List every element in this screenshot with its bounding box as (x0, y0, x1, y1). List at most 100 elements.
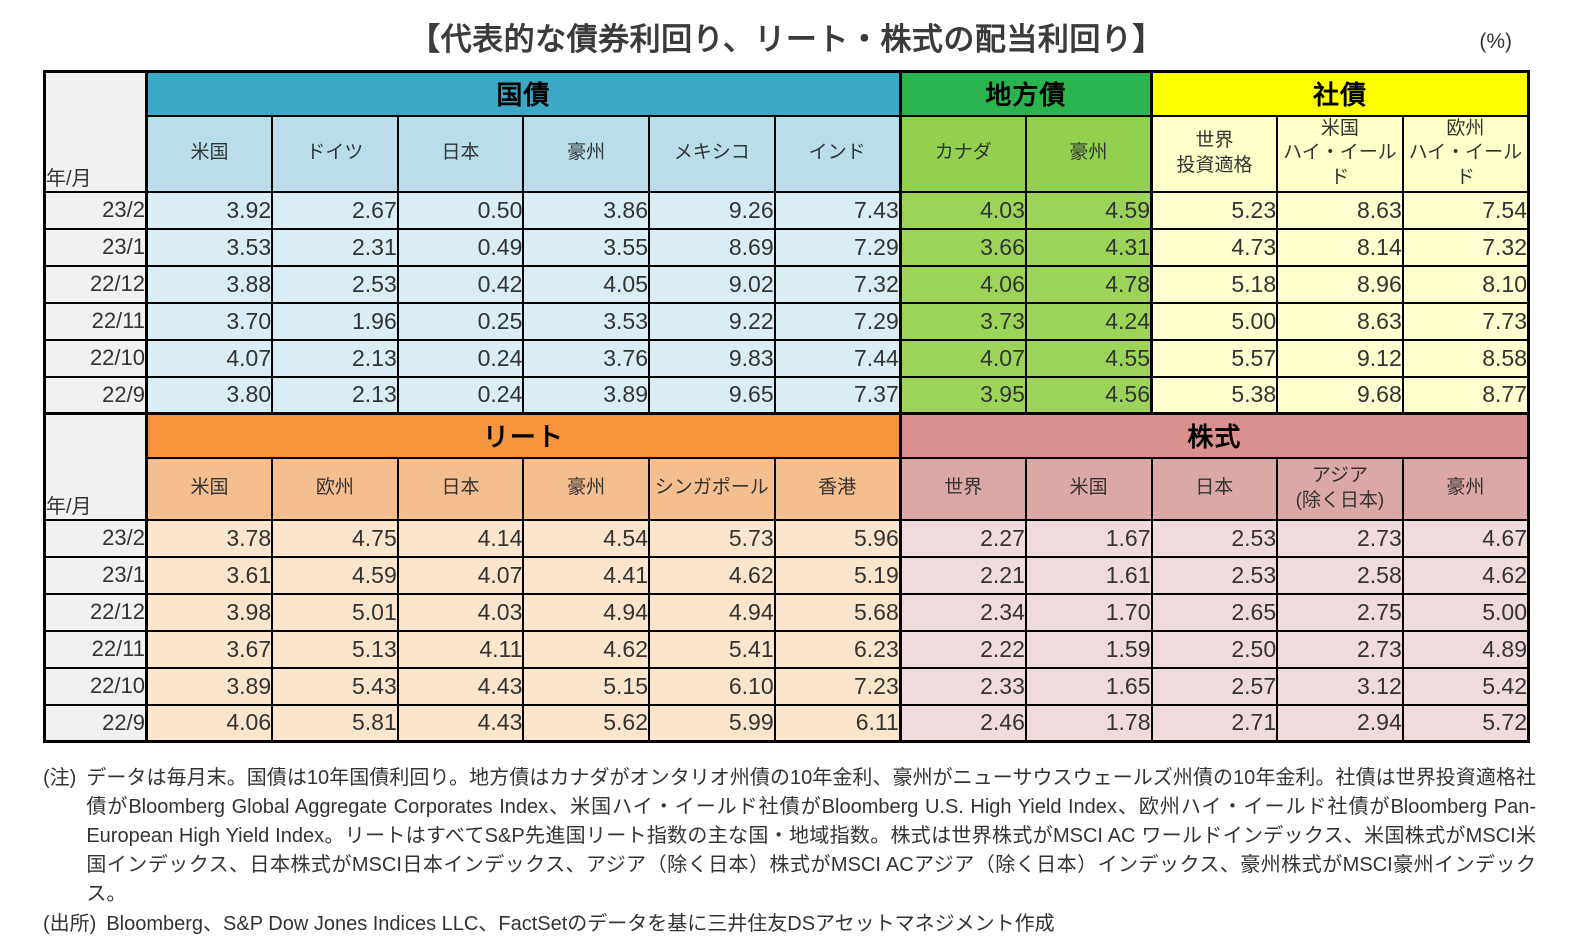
value-cell-reit: 5.15 (522, 666, 650, 706)
value-cell-government-bonds: 2.31 (271, 227, 399, 267)
value-cell-corporate-bonds: 8.96 (1276, 264, 1404, 304)
value-cell-reit: 6.11 (773, 703, 902, 743)
value-cell-government-bonds: 9.83 (648, 338, 776, 378)
column-header-reit: シンガポール (648, 456, 776, 521)
value-cell-corporate-bonds: 7.54 (1401, 190, 1530, 230)
value-cell-stocks: 1.67 (1024, 518, 1153, 558)
section-header-reit: リート (145, 412, 902, 459)
year-cell: 23/2 (43, 190, 148, 230)
value-cell-government-bonds: 1.96 (271, 301, 399, 341)
value-cell-reit: 3.67 (145, 629, 274, 669)
bond-yield-table: 年/月 国債 地方債 社債 米国 ドイツ 日本 豪州 メキシコ インド カナダ 豪州 世界 投資適格 米国… (43, 70, 1530, 416)
value-cell-reit: 4.94 (522, 592, 650, 632)
value-cell-government-bonds: 9.22 (648, 301, 776, 341)
column-header-government-bonds: 豪州 (522, 114, 650, 193)
value-cell-corporate-bonds: 8.10 (1401, 264, 1530, 304)
source-text: (出所) Bloomberg、S&P Dow Jones Indices LLC… (43, 910, 1536, 939)
value-cell-stocks: 4.62 (1401, 555, 1530, 595)
column-header-reit: 香港 (773, 456, 902, 521)
value-cell-government-bonds: 3.55 (522, 227, 650, 267)
year-cell: 22/11 (43, 301, 148, 341)
column-header-government-bonds: インド (773, 114, 902, 193)
value-cell-reit: 4.94 (648, 592, 776, 632)
value-cell-reit: 4.14 (396, 518, 525, 558)
value-cell-government-bonds: 7.44 (773, 338, 902, 378)
value-cell-government-bonds: 4.05 (522, 264, 650, 304)
value-cell-government-bonds: 3.86 (522, 190, 650, 230)
value-cell-corporate-bonds: 4.73 (1150, 227, 1279, 267)
column-header-reit: 米国 (145, 456, 274, 521)
year-cell: 22/11 (43, 629, 148, 669)
value-cell-stocks: 4.67 (1401, 518, 1530, 558)
value-cell-municipal-bonds: 3.95 (898, 375, 1027, 415)
column-header-municipal-bonds: 豪州 (1024, 114, 1153, 193)
value-cell-stocks: 2.65 (1150, 592, 1279, 632)
value-cell-corporate-bonds: 7.73 (1401, 301, 1530, 341)
value-cell-stocks: 2.33 (898, 666, 1027, 706)
value-cell-stocks: 2.53 (1150, 555, 1279, 595)
value-cell-reit: 3.89 (145, 666, 274, 706)
value-cell-corporate-bonds: 5.38 (1150, 375, 1279, 415)
column-header-reit: 日本 (396, 456, 525, 521)
value-cell-government-bonds: 2.67 (271, 190, 399, 230)
value-cell-reit: 5.73 (648, 518, 776, 558)
value-cell-government-bonds: 0.50 (396, 190, 525, 230)
value-cell-government-bonds: 2.13 (271, 338, 399, 378)
value-cell-municipal-bonds: 4.59 (1024, 190, 1153, 230)
value-cell-government-bonds: 3.76 (522, 338, 650, 378)
year-cell: 22/9 (43, 703, 148, 743)
year-cell: 22/12 (43, 592, 148, 632)
value-cell-corporate-bonds: 9.12 (1276, 338, 1404, 378)
value-cell-corporate-bonds: 8.14 (1276, 227, 1404, 267)
column-header-corporate-bonds: 米国 ハイ・イールド (1276, 114, 1404, 193)
value-cell-stocks: 2.50 (1150, 629, 1279, 669)
value-cell-reit: 3.98 (145, 592, 274, 632)
value-cell-government-bonds: 7.43 (773, 190, 902, 230)
value-cell-reit: 4.43 (396, 666, 525, 706)
year-month-label: 年/月 (43, 70, 148, 193)
value-cell-government-bonds: 9.26 (648, 190, 776, 230)
column-header-government-bonds: 日本 (396, 114, 525, 193)
value-cell-municipal-bonds: 3.66 (898, 227, 1027, 267)
value-cell-corporate-bonds: 7.32 (1401, 227, 1530, 267)
section-header-government-bonds: 国債 (145, 70, 902, 117)
column-header-government-bonds: メキシコ (648, 114, 776, 193)
value-cell-reit: 4.06 (145, 703, 274, 743)
value-cell-reit: 5.41 (648, 629, 776, 669)
footnotes: (注) データは毎月末。国債は10年国債利回り。地方債はカナダがオンタリオ州債の… (43, 764, 1536, 939)
column-header-reit: 豪州 (522, 456, 650, 521)
value-cell-government-bonds: 0.25 (396, 301, 525, 341)
value-cell-municipal-bonds: 4.06 (898, 264, 1027, 304)
value-cell-stocks: 2.53 (1150, 518, 1279, 558)
section-header-corporate-bonds: 社債 (1150, 70, 1530, 117)
value-cell-corporate-bonds: 5.00 (1150, 301, 1279, 341)
value-cell-reit: 4.11 (396, 629, 525, 669)
column-header-corporate-bonds: 世界 投資適格 (1150, 114, 1279, 193)
value-cell-government-bonds: 0.49 (396, 227, 525, 267)
value-cell-government-bonds: 3.80 (145, 375, 274, 415)
value-cell-reit: 5.13 (271, 629, 399, 669)
year-month-label: 年/月 (43, 412, 148, 521)
column-header-stocks: 日本 (1150, 456, 1279, 521)
section-header-stocks: 株式 (898, 412, 1530, 459)
value-cell-corporate-bonds: 8.63 (1276, 190, 1404, 230)
year-cell: 23/2 (43, 518, 148, 558)
value-cell-reit: 5.19 (773, 555, 902, 595)
value-cell-stocks: 2.22 (898, 629, 1027, 669)
value-cell-corporate-bonds: 5.18 (1150, 264, 1279, 304)
value-cell-government-bonds: 0.24 (396, 338, 525, 378)
value-cell-government-bonds: 8.69 (648, 227, 776, 267)
value-cell-government-bonds: 9.65 (648, 375, 776, 415)
value-cell-stocks: 1.59 (1024, 629, 1153, 669)
value-cell-municipal-bonds: 4.78 (1024, 264, 1153, 304)
value-cell-reit: 7.23 (773, 666, 902, 706)
value-cell-stocks: 2.71 (1150, 703, 1279, 743)
column-header-reit: 欧州 (271, 456, 399, 521)
value-cell-corporate-bonds: 9.68 (1276, 375, 1404, 415)
unit-label: (%) (1479, 30, 1512, 53)
value-cell-stocks: 2.21 (898, 555, 1027, 595)
value-cell-reit: 3.78 (145, 518, 274, 558)
value-cell-government-bonds: 2.13 (271, 375, 399, 415)
value-cell-reit: 4.54 (522, 518, 650, 558)
